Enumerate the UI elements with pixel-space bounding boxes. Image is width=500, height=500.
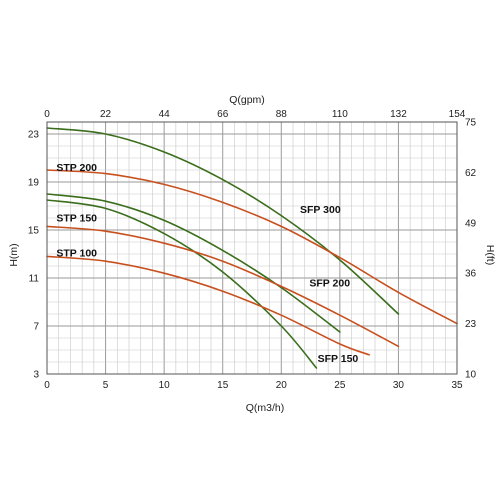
x-tick-label: 0 [44,380,50,391]
x-tick-label: 35 [451,380,463,391]
curve-stp-150 [46,225,400,348]
curve-sfp-300 [46,127,400,315]
top-tick-label: 0 [44,109,50,120]
top-tick-label: 132 [390,109,407,120]
curve-stp-200 [46,169,458,325]
right-tick-label: 36 [465,269,477,280]
y-tick-label: 15 [28,226,40,237]
x-tick-label: 20 [276,380,288,391]
top-tick-label: 44 [159,109,171,120]
y-tick-label: 7 [33,322,39,333]
label-sfp-300: SFP 300 [300,204,341,216]
curve-labels: STP 200 STP 150 STP 100 SFP 300 SFP 200 SFP 1… [56,162,358,365]
curve-sfp-200 [46,193,341,333]
label-sfp-150: SFP 150 [318,353,359,365]
right-tick-label: 23 [465,319,477,330]
x-tick-label: 15 [217,380,229,391]
right-axis-title: H(ft) [484,245,496,265]
top-tick-label: 154 [449,109,466,120]
y-axis-title: H(m) [8,243,20,266]
curve-stp-100 [46,255,370,356]
label-sfp-200: SFP 200 [309,277,350,289]
curves [46,127,458,369]
right-tick-label: 62 [465,168,477,179]
y-tick-label: 23 [28,130,40,141]
right-tick-label: 75 [465,118,477,129]
x-tick-label: 5 [103,380,109,391]
grid [46,121,458,375]
x-tick-label: 10 [159,380,171,391]
top-axis-title: Q(gpm) [229,94,265,106]
top-tick-label: 88 [276,109,288,120]
x-axis-title: Q(m3/h) [246,402,285,414]
x-tick-label: 25 [334,380,346,391]
right-tick-label: 49 [465,218,477,229]
plot-frame [46,121,458,375]
y-tick-label: 3 [33,370,39,381]
top-tick-label: 22 [100,109,112,120]
top-tick-label: 66 [217,109,229,120]
label-stp-150: STP 150 [56,213,97,225]
right-tick-label: 10 [465,370,477,381]
y-tick-label: 11 [29,274,40,285]
label-stp-100: STP 100 [56,247,97,259]
label-stp-200: STP 200 [56,162,97,174]
x-tick-label: 30 [393,380,405,391]
tick-labels: 0 5 10 15 20 25 30 35 0 22 44 66 88 110 132 154 3 7 11 15 19… [28,109,477,391]
y-tick-label: 19 [28,178,40,189]
top-tick-label: 110 [332,109,348,120]
